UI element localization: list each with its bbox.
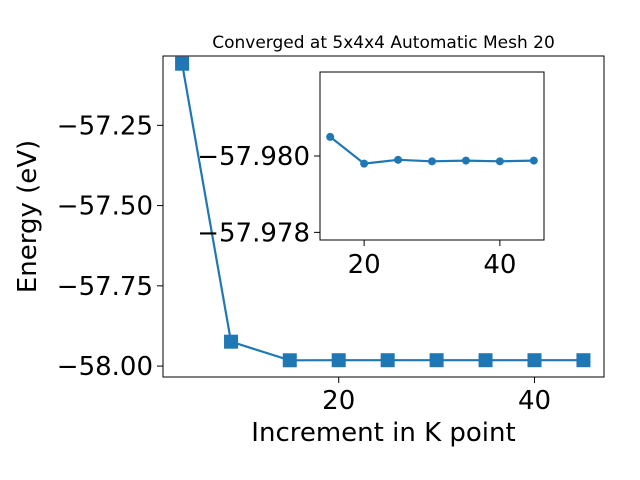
y-tick-label: −57.50 [57, 192, 153, 222]
inset-data-point-marker [529, 156, 538, 165]
inset-y-tick-label: −57.978 [197, 218, 310, 248]
inset-y-tick-label: −57.980 [197, 142, 310, 172]
inset-data-point-marker [461, 156, 470, 165]
y-tick-label: −57.75 [57, 272, 153, 302]
x-tick-label: 40 [518, 386, 551, 416]
data-point-marker [282, 353, 297, 368]
inset-x-tick-label: 20 [348, 250, 381, 280]
inset-x-tick-label: 40 [483, 250, 516, 280]
main-plot: Converged at 5x4x4 Automatic Mesh 20 Inc… [13, 33, 605, 448]
data-point-marker [175, 56, 190, 71]
inset-data-point-marker [326, 132, 335, 141]
chart-title: Converged at 5x4x4 Automatic Mesh 20 [212, 33, 555, 53]
data-point-marker [576, 353, 591, 368]
inset-axis-ticks: 20 40 −57.980 −57.978 [197, 142, 516, 280]
inset-plot-background [320, 72, 544, 240]
data-point-marker [429, 353, 444, 368]
inset-series [326, 132, 538, 168]
data-point-marker [331, 353, 346, 368]
y-axis-label: Energy (eV) [13, 140, 43, 293]
main-axis-ticks: 20 40 −57.25 −57.50 −57.75 −58.00 [57, 111, 551, 416]
inset-data-point-marker [360, 159, 369, 168]
main-series [175, 56, 591, 368]
data-point-marker [380, 353, 395, 368]
data-point-marker [527, 353, 542, 368]
inset-data-point-marker [495, 157, 504, 166]
inset-plot-frame [319, 71, 545, 241]
data-point-marker [224, 334, 239, 349]
x-axis-label: Increment in K point [251, 418, 515, 448]
x-tick-label: 20 [322, 386, 355, 416]
y-tick-label: −58.00 [57, 352, 153, 382]
y-tick-label: −57.25 [57, 111, 153, 141]
inset-data-point-marker [394, 155, 403, 164]
data-point-marker [478, 353, 493, 368]
inset-data-point-marker [428, 157, 436, 166]
inset-plot: 20 40 −57.980 −57.978 [197, 71, 545, 280]
main-plot-frame [162, 55, 605, 378]
